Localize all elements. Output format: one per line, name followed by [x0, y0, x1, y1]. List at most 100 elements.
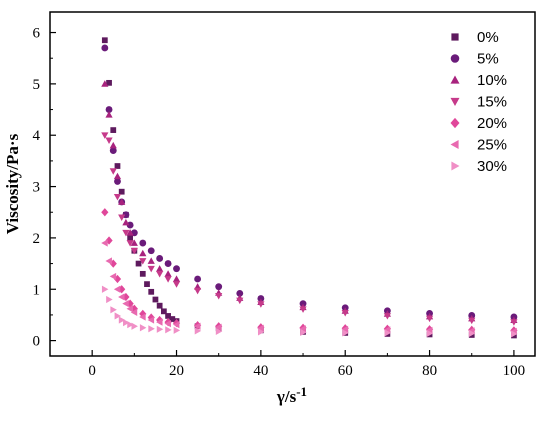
legend-marker: [450, 140, 459, 149]
data-point: [126, 240, 134, 247]
data-point: [109, 168, 117, 175]
data-point: [101, 37, 108, 44]
data-point: [299, 325, 306, 333]
data-point: [118, 293, 125, 301]
data-point: [300, 328, 307, 336]
data-point: [384, 329, 391, 337]
data-point: [215, 283, 223, 291]
x-tick-label: 100: [503, 363, 526, 379]
data-point: [165, 313, 171, 319]
x-tick-label: 40: [253, 363, 268, 379]
data-point: [152, 296, 159, 303]
data-point: [139, 324, 147, 332]
data-point: [105, 137, 113, 144]
series-1: [101, 44, 518, 321]
x-tick-label: 20: [169, 363, 184, 379]
data-point: [215, 293, 223, 300]
legend-marker: [450, 54, 460, 63]
data-point: [122, 300, 129, 308]
data-point: [468, 329, 476, 338]
data-point: [113, 193, 122, 201]
data-point: [114, 178, 121, 185]
data-point: [144, 281, 150, 287]
legend-label: 30%: [477, 158, 507, 175]
data-point: [169, 316, 176, 322]
x-axis-title-sup: -1: [296, 384, 307, 399]
data-point: [118, 316, 126, 324]
data-point: [105, 106, 113, 113]
data-point: [113, 285, 121, 293]
legend-marker: [450, 75, 460, 84]
data-point: [426, 329, 434, 338]
y-tick-label: 5: [33, 77, 41, 93]
data-point: [160, 308, 167, 315]
data-point: [194, 322, 201, 330]
data-point: [101, 80, 109, 87]
data-point: [114, 163, 121, 169]
data-point: [139, 239, 147, 247]
data-point: [147, 257, 155, 264]
legend-marker: [450, 97, 460, 106]
data-point: [341, 309, 349, 317]
data-point: [110, 127, 117, 133]
plot-frame: [49, 11, 536, 357]
series-layer: [101, 37, 518, 339]
data-point: [101, 285, 109, 293]
data-point: [147, 265, 155, 273]
data-point: [173, 326, 181, 334]
data-point: [236, 289, 244, 297]
data-point: [215, 327, 223, 335]
data-point: [299, 306, 307, 313]
data-point: [383, 313, 391, 320]
data-point: [139, 270, 146, 277]
data-point: [425, 315, 434, 323]
data-point: [106, 79, 112, 86]
data-point: [164, 320, 171, 328]
data-point: [468, 317, 476, 325]
data-point: [164, 276, 172, 283]
data-point: [109, 141, 117, 149]
y-tick-label: 1: [33, 282, 41, 298]
y-axis-title: Viscosity/Pa·s: [3, 133, 22, 234]
data-point: [164, 270, 172, 277]
data-point: [118, 188, 125, 195]
data-point: [147, 316, 155, 324]
data-point: [194, 287, 202, 295]
series-3: [101, 132, 518, 326]
y-tick-label: 6: [33, 26, 41, 42]
data-point: [114, 312, 122, 320]
data-point: [156, 270, 164, 278]
data-point: [122, 211, 130, 219]
data-point: [156, 255, 164, 262]
data-point: [148, 325, 155, 333]
data-point: [135, 260, 142, 267]
legend-label: 5%: [477, 51, 499, 68]
y-tick-label: 0: [33, 334, 41, 350]
legend-label: 10%: [477, 72, 507, 89]
data-point: [123, 319, 130, 327]
legend-marker: [451, 161, 460, 171]
data-point: [139, 313, 146, 321]
data-point: [139, 258, 147, 265]
data-point: [130, 239, 138, 246]
data-point: [101, 208, 109, 217]
data-point: [257, 301, 265, 308]
data-point: [173, 265, 180, 273]
legend-label: 0%: [477, 29, 499, 46]
data-point: [341, 325, 349, 333]
data-point: [130, 247, 138, 255]
legend: 0% 5% 10% 15% 20% 25% 30%: [450, 29, 507, 175]
y-tick-label: 3: [33, 180, 41, 196]
x-tick-label: 80: [422, 363, 437, 379]
data-point: [122, 218, 130, 226]
data-point: [147, 247, 155, 255]
data-point: [106, 295, 113, 304]
data-point: [113, 172, 122, 180]
data-point: [172, 275, 181, 282]
data-point: [105, 111, 113, 118]
data-point: [194, 327, 202, 335]
data-point: [110, 306, 117, 314]
data-point: [126, 221, 134, 229]
legend-label: 15%: [477, 94, 507, 111]
